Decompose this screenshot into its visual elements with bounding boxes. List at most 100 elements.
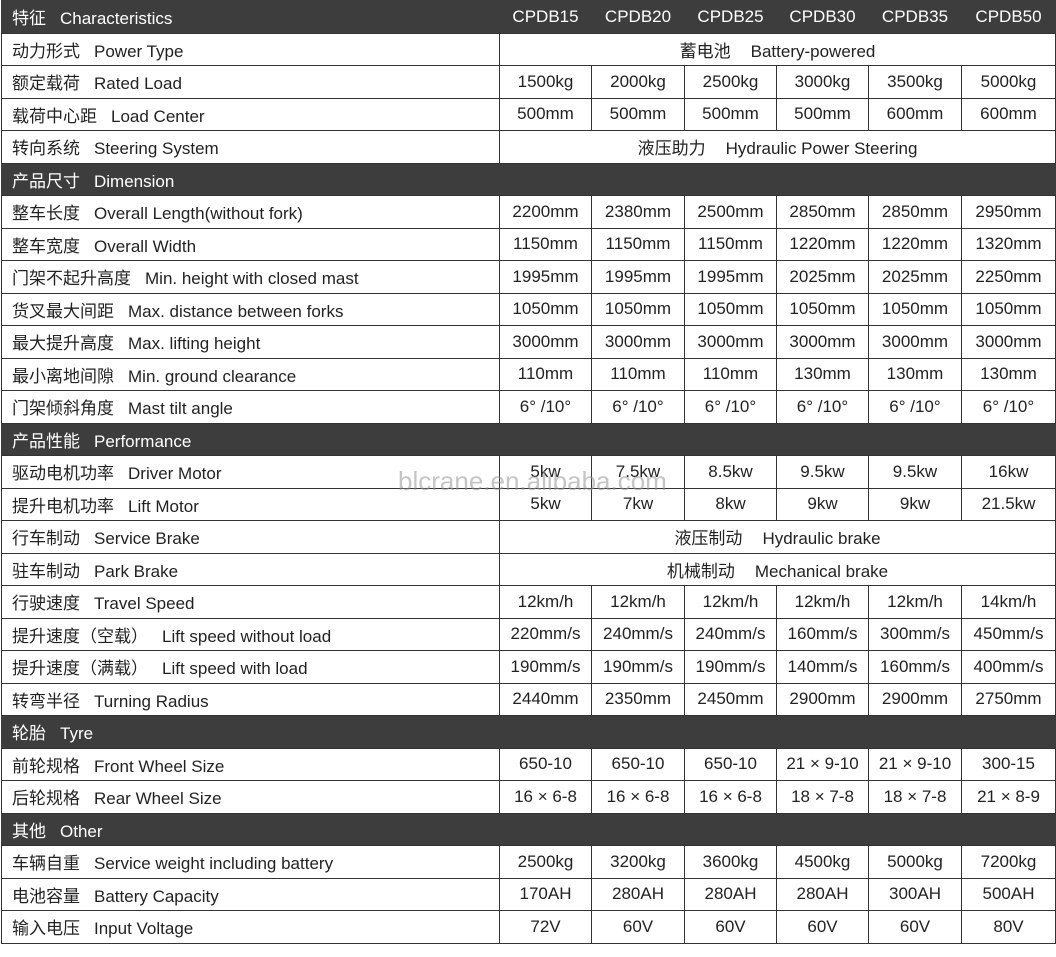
label-en: Hydraulic brake (762, 529, 881, 549)
spec-value: 18 × 7-8 (868, 780, 962, 814)
spec-value: 6° /10° (776, 390, 869, 424)
spec-value: 16 × 6-8 (591, 780, 685, 814)
label-en: Rated Load (94, 74, 182, 94)
label-cn: 货叉最大间距 (12, 301, 114, 321)
spec-value: 500mm (591, 97, 685, 131)
spec-label: 行车制动 Service Brake (1, 520, 500, 554)
label-en: Travel Speed (94, 594, 195, 614)
spec-value: 3000mm (684, 325, 777, 359)
label-cn: 前轮规格 (12, 756, 80, 776)
section-title: 轮胎 Tyre (1, 715, 500, 749)
spec-row: 行驶速度 Travel Speed 12km/h 12km/h 12km/h 12km/h… (1, 585, 1056, 619)
label-cn: 产品性能 (12, 431, 80, 451)
label-cn: 载荷中心距 (12, 106, 97, 126)
spec-value: 280AH (684, 877, 777, 911)
spec-value: 9kw (776, 487, 869, 521)
spec-row: 提升速度（空载） Lift speed without load 220mm/s 24… (1, 617, 1056, 651)
section-title: 产品尺寸 Dimension (1, 162, 500, 196)
label-en: Min. ground clearance (128, 366, 297, 386)
spec-row: 整车宽度 Overall Width 1150mm 1150mm 1150mm 1220m… (1, 227, 1056, 261)
spec-value: 500mm (684, 97, 777, 131)
spec-value: 80V (961, 910, 1056, 944)
label-cn: 整车长度 (12, 204, 80, 224)
label-cn: 电池容量 (12, 886, 80, 906)
spec-row: 最大提升高度 Max. lifting height 3000mm 3000mm 300… (1, 325, 1056, 359)
spec-value: 60V (868, 910, 962, 944)
spec-row: 货叉最大间距 Max. distance between forks 1050mm 1… (1, 292, 1056, 326)
label-en: Hydraulic Power Steering (725, 139, 918, 159)
spec-label: 货叉最大间距 Max. distance between forks (1, 292, 500, 326)
spec-value: 5000kg (868, 845, 962, 879)
section-row: 其他 Other (1, 812, 1056, 846)
spec-value: 300-15 (961, 747, 1056, 781)
spec-value: 3600kg (684, 845, 777, 879)
label-en: Service Brake (94, 529, 200, 549)
spec-row: 整车长度 Overall Length(without fork) 2200mm 23… (1, 195, 1056, 229)
label-cn: 产品尺寸 (12, 171, 80, 191)
section-fill (499, 162, 1056, 196)
spec-value: 1320mm (961, 227, 1056, 261)
spec-value: 140mm/s (776, 650, 869, 684)
label-cn: 输入电压 (12, 919, 80, 939)
spec-value: 3000mm (961, 325, 1056, 359)
spec-label: 输入电压 Input Voltage (1, 910, 500, 944)
spec-value: 2250mm (961, 260, 1056, 294)
spec-value: 9.5kw (776, 455, 869, 489)
spec-value: 8kw (684, 487, 777, 521)
spec-value: 650-10 (591, 747, 685, 781)
spec-value: 1150mm (499, 227, 592, 261)
spec-value: 16 × 6-8 (499, 780, 592, 814)
spec-value: 72V (499, 910, 592, 944)
spec-value: 6° /10° (868, 390, 962, 424)
label-en: Mechanical brake (754, 561, 889, 581)
spec-value: 280AH (776, 877, 869, 911)
spec-row: 驱动电机功率 Driver Motor 5kw 7.5kw 8.5kw 9.5kw 9.5k… (1, 455, 1056, 489)
spec-label: 后轮规格 Rear Wheel Size (1, 780, 500, 814)
spec-row: 行车制动 Service Brake 液压制动 Hydraulic brake (1, 520, 1056, 554)
label-en: Overall Width (94, 236, 197, 256)
spec-value: 3000mm (499, 325, 592, 359)
label-en: Rear Wheel Size (94, 789, 222, 809)
label-cn: 提升速度（空载） (12, 626, 148, 646)
spec-value: 450mm/s (961, 617, 1056, 651)
spec-value: 2350mm (591, 682, 685, 716)
label-cn: 门架倾斜角度 (12, 399, 114, 419)
spec-value: 12km/h (499, 585, 592, 619)
spec-label: 提升速度（满载） Lift speed with load (1, 650, 500, 684)
spec-value: 240mm/s (684, 617, 777, 651)
spec-value: 2025mm (776, 260, 869, 294)
label-cn: 提升速度（满载） (12, 659, 148, 679)
spec-span: 液压制动 Hydraulic brake (499, 520, 1056, 554)
model-name: CPDB35 (868, 0, 962, 34)
section-fill (499, 812, 1056, 846)
spec-row: 最小离地间隙 Min. ground clearance 110mm 110mm 110… (1, 357, 1056, 391)
spec-value: 190mm/s (591, 650, 685, 684)
label-en: Lift speed with load (162, 659, 308, 679)
spec-value: 160mm/s (776, 617, 869, 651)
spec-value: 3000mm (591, 325, 685, 359)
label-en: Other (60, 821, 103, 841)
label-en: Power Type (94, 41, 184, 61)
spec-value: 130mm (868, 357, 962, 391)
spec-value: 2450mm (684, 682, 777, 716)
label-cn: 液压制动 (674, 529, 743, 549)
spec-value: 400mm/s (961, 650, 1056, 684)
spec-value: 3500kg (868, 65, 962, 99)
label-en: Performance (94, 431, 192, 451)
label-cn: 提升电机功率 (12, 496, 114, 516)
label-cn: 转弯半径 (12, 691, 80, 711)
spec-value: 1995mm (591, 260, 685, 294)
label-en: Front Wheel Size (94, 756, 225, 776)
label-en: Mast tilt angle (128, 399, 233, 419)
section-title: 产品性能 Performance (1, 422, 500, 456)
spec-value: 2850mm (776, 195, 869, 229)
spec-value: 18 × 7-8 (776, 780, 869, 814)
label-en: Load Center (111, 106, 205, 126)
spec-value: 110mm (499, 357, 592, 391)
spec-value: 21 × 9-10 (868, 747, 962, 781)
section-row: 产品尺寸 Dimension (1, 162, 1056, 196)
spec-value: 12km/h (591, 585, 685, 619)
spec-value: 2850mm (868, 195, 962, 229)
spec-value: 2500mm (684, 195, 777, 229)
label-cn: 行车制动 (12, 529, 80, 549)
